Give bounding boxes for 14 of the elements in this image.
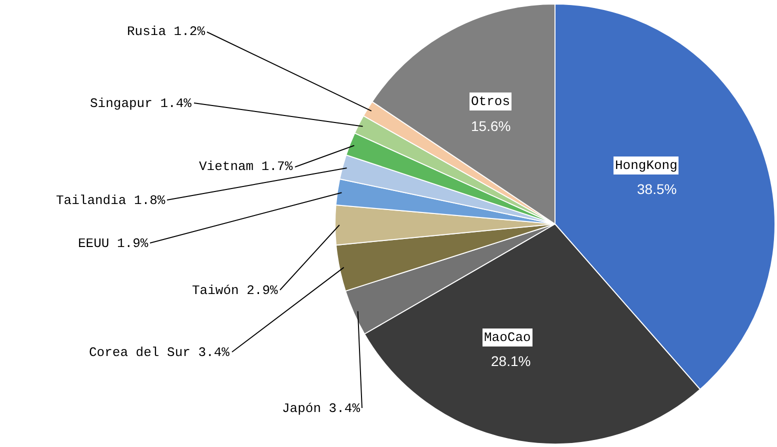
data-label: 15.6% xyxy=(471,118,511,134)
slice-label: Singapur 1.4% xyxy=(90,96,192,111)
slice-label: EEUU 1.9% xyxy=(78,236,148,251)
slice-label: Tailandia 1.8% xyxy=(56,193,166,208)
data-label: 38.5% xyxy=(637,181,677,197)
data-label: 28.1% xyxy=(491,353,531,369)
slice-label: Japón 3.4% xyxy=(282,401,360,416)
slice-label: Rusia 1.2% xyxy=(127,24,206,39)
slice-label: Taiwón 2.9% xyxy=(192,283,278,298)
slice-label: HongKong xyxy=(615,158,678,173)
slice-label: Otros xyxy=(471,94,510,109)
slice-label: Corea del Sur 3.4% xyxy=(89,345,230,360)
slice-label: MaoCao xyxy=(484,330,531,345)
slice-label: Vietnam 1.7% xyxy=(199,159,293,174)
